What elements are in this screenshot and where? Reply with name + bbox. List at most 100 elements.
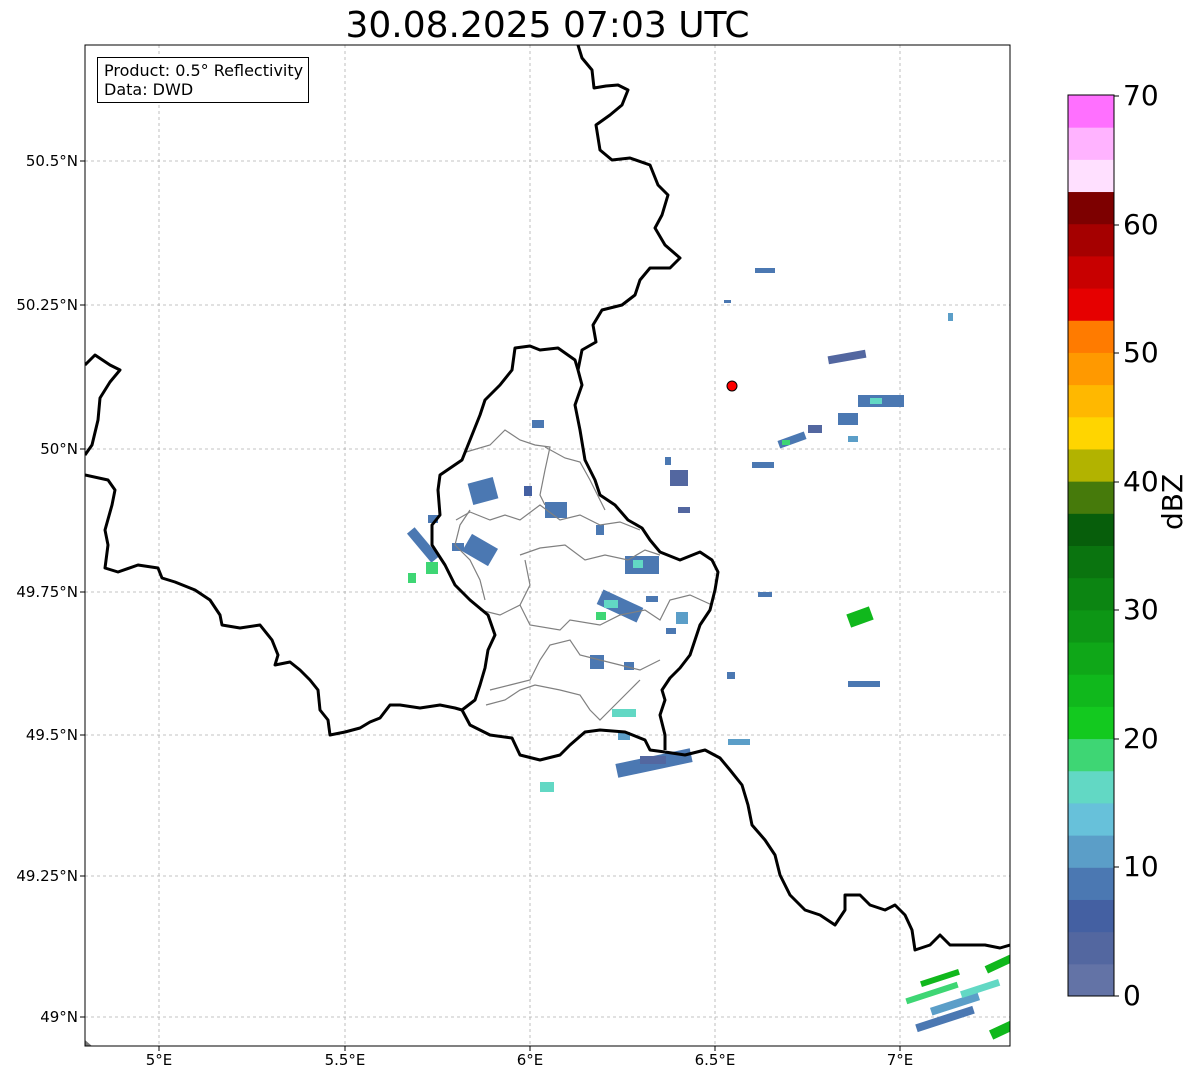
colorbar-segment — [1068, 320, 1114, 353]
colorbar-segment — [1068, 159, 1114, 193]
lon-label: 7°E — [886, 1051, 914, 1069]
radar-echo — [758, 592, 772, 597]
national-borders — [85, 45, 1010, 952]
radar-echo — [633, 560, 643, 568]
colorbar-segment — [1068, 738, 1114, 772]
radar-echo — [408, 573, 416, 583]
radar-echo — [960, 978, 1001, 998]
radar-echo — [984, 954, 1010, 974]
colorbar-segment — [1068, 963, 1114, 997]
colorbar-segment — [1068, 899, 1114, 933]
radar-echo — [428, 515, 438, 523]
radar-echo — [870, 398, 882, 404]
colorbar-frame — [1067, 94, 1115, 997]
radar-echo — [545, 502, 567, 518]
lon-label: 6°E — [516, 1051, 544, 1069]
colorbar — [1068, 95, 1114, 997]
colorbar-segment — [1068, 609, 1114, 643]
radar-echo — [640, 756, 666, 764]
colorbar-segment — [1068, 448, 1114, 482]
colorbar-tick-label: 60 — [1123, 208, 1159, 241]
radar-echo — [618, 732, 630, 740]
radar-echo — [590, 655, 604, 669]
radar-echoes — [406, 268, 1010, 1040]
radar-echo — [724, 300, 731, 303]
lon-label: 5°E — [145, 1051, 173, 1069]
colorbar-segment — [1068, 770, 1114, 804]
colorbar-segment — [1068, 416, 1114, 450]
colorbar-segment — [1068, 577, 1114, 611]
product-info-box: Product: 0.5° Reflectivity Data: DWD — [97, 57, 310, 103]
map-corner-shape — [85, 1040, 92, 1046]
lat-label: 49.5°N — [25, 726, 78, 744]
radar-echo — [848, 681, 880, 687]
radar-echo — [920, 968, 960, 988]
radar-echo — [728, 739, 750, 745]
colorbar-tick-label: 0 — [1123, 979, 1141, 1012]
radar-echo — [727, 672, 735, 679]
colorbar-segment — [1068, 674, 1114, 707]
colorbar-segment — [1068, 835, 1114, 868]
radar-echo — [646, 596, 658, 602]
colorbar-segment — [1068, 352, 1114, 386]
radar-echo — [665, 457, 671, 465]
map-frame — [84, 44, 1011, 1047]
radar-echo — [406, 527, 440, 563]
radar-echo — [524, 486, 532, 496]
radar-echo — [532, 420, 544, 428]
lon-label: 6.5°E — [694, 1051, 736, 1069]
radar-echo — [540, 782, 554, 792]
product-label: Product: 0.5° Reflectivity — [104, 61, 304, 80]
radar-echo — [676, 612, 688, 624]
colorbar-segment — [1068, 642, 1114, 675]
border-belgium-luxembourg — [430, 344, 580, 712]
colorbar-segment — [1068, 481, 1114, 514]
radar-echo — [838, 413, 858, 425]
colorbar-tick-label: 20 — [1123, 722, 1159, 755]
radar-echo — [827, 349, 867, 365]
gridlines — [85, 45, 1010, 1046]
radar-echo — [604, 600, 618, 608]
radar-echo — [915, 1005, 975, 1033]
colorbar-segment — [1068, 127, 1114, 160]
radar-echo — [596, 612, 606, 620]
border-belgium-france-north — [85, 353, 122, 456]
radar-echo — [929, 992, 981, 1016]
map-title: 30.08.2025 07:03 UTC — [345, 5, 750, 46]
radar-echo — [666, 628, 676, 634]
colorbar-ticks — [1114, 95, 1119, 997]
lat-label: 50°N — [40, 440, 78, 458]
colorbar-segment — [1068, 255, 1114, 289]
colorbar-segment — [1068, 706, 1114, 740]
radar-echo — [624, 662, 634, 670]
colorbar-tick-label: 50 — [1123, 336, 1159, 369]
radar-echo — [782, 440, 790, 445]
border-belgium-france — [85, 473, 463, 737]
radar-echo — [948, 313, 953, 321]
data-source-label: Data: DWD — [104, 80, 194, 99]
colorbar-tick-label: 10 — [1123, 850, 1159, 883]
radar-echo — [846, 606, 874, 628]
lat-label: 50.5°N — [25, 152, 78, 170]
radar-echo — [777, 431, 807, 449]
radar-echo — [808, 425, 822, 433]
radar-echo — [596, 589, 644, 623]
colorbar-segment — [1068, 802, 1114, 836]
border-france-germany — [664, 748, 1010, 952]
radar-echo — [755, 268, 775, 273]
radar-echo — [426, 562, 438, 574]
radar-echo — [848, 436, 858, 442]
colorbar-segment — [1068, 288, 1114, 321]
radar-echo — [452, 543, 464, 551]
district-borders — [454, 429, 713, 721]
lat-label: 50.25°N — [16, 296, 78, 314]
colorbar-label: dBZ — [1156, 473, 1189, 530]
border-luxembourg-france — [460, 709, 666, 762]
radar-echo — [752, 462, 774, 468]
lat-label: 49.25°N — [16, 867, 78, 885]
lon-label: 5.5°E — [324, 1051, 366, 1069]
border-belgium-germany — [573, 45, 720, 750]
radar-echo — [678, 507, 690, 513]
colorbar-segment — [1068, 545, 1114, 579]
